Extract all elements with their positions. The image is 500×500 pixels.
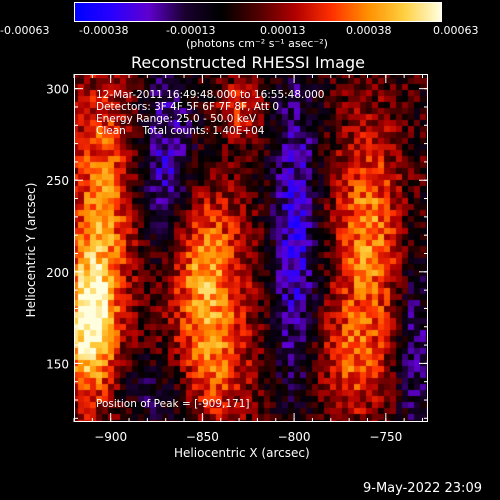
x-tick-label: −900 (94, 430, 127, 444)
y-tick-label: 300 (46, 83, 69, 97)
y-axis-label: Heliocentric Y (arcsec) (24, 182, 38, 318)
colorbar-tick-label: 0.00038 (346, 24, 392, 37)
colorbar-unit-label: (photons cm⁻² s⁻¹ asec⁻²) (186, 37, 328, 50)
colorbar-tick-label: 0.00013 (260, 24, 306, 37)
peak-position-label: Position of Peak = [-909,171] (96, 398, 250, 410)
y-tick-label: 150 (46, 357, 69, 371)
y-tick-label: 250 (46, 174, 69, 188)
colorbar (74, 2, 442, 22)
plot-area: 12-Mar-2011 16:49:48.000 to 16:55:48.000… (74, 74, 428, 422)
chart-title: Reconstructed RHESSI Image (131, 53, 365, 72)
colorbar-tick-label: -0.00063 (0, 24, 50, 37)
x-axis-label: Heliocentric X (arcsec) (174, 446, 310, 460)
detectors-label: Detectors: 3F 4F 5F 6F 7F 8F, Att 0 (96, 101, 280, 113)
clean-total-counts-label: Clean Total counts: 1.40E+04 (96, 125, 265, 137)
heatmap-image (75, 75, 427, 421)
x-tick-label: −850 (186, 430, 219, 444)
y-tick-label: 200 (46, 266, 69, 280)
colorbar-tick-label: 0.00063 (433, 24, 479, 37)
colorbar-gradient (74, 2, 442, 22)
colorbar-tick-label: -0.00013 (166, 24, 216, 37)
colorbar-tick-label: -0.00038 (79, 24, 129, 37)
x-tick-label: −750 (369, 430, 402, 444)
observation-time: 12-Mar-2011 16:49:48.000 to 16:55:48.000 (96, 89, 325, 101)
x-tick-label: −800 (278, 430, 311, 444)
energy-range-label: Energy Range: 25.0 - 50.0 keV (96, 113, 257, 125)
footer-timestamp: 9-May-2022 23:09 (363, 481, 482, 496)
